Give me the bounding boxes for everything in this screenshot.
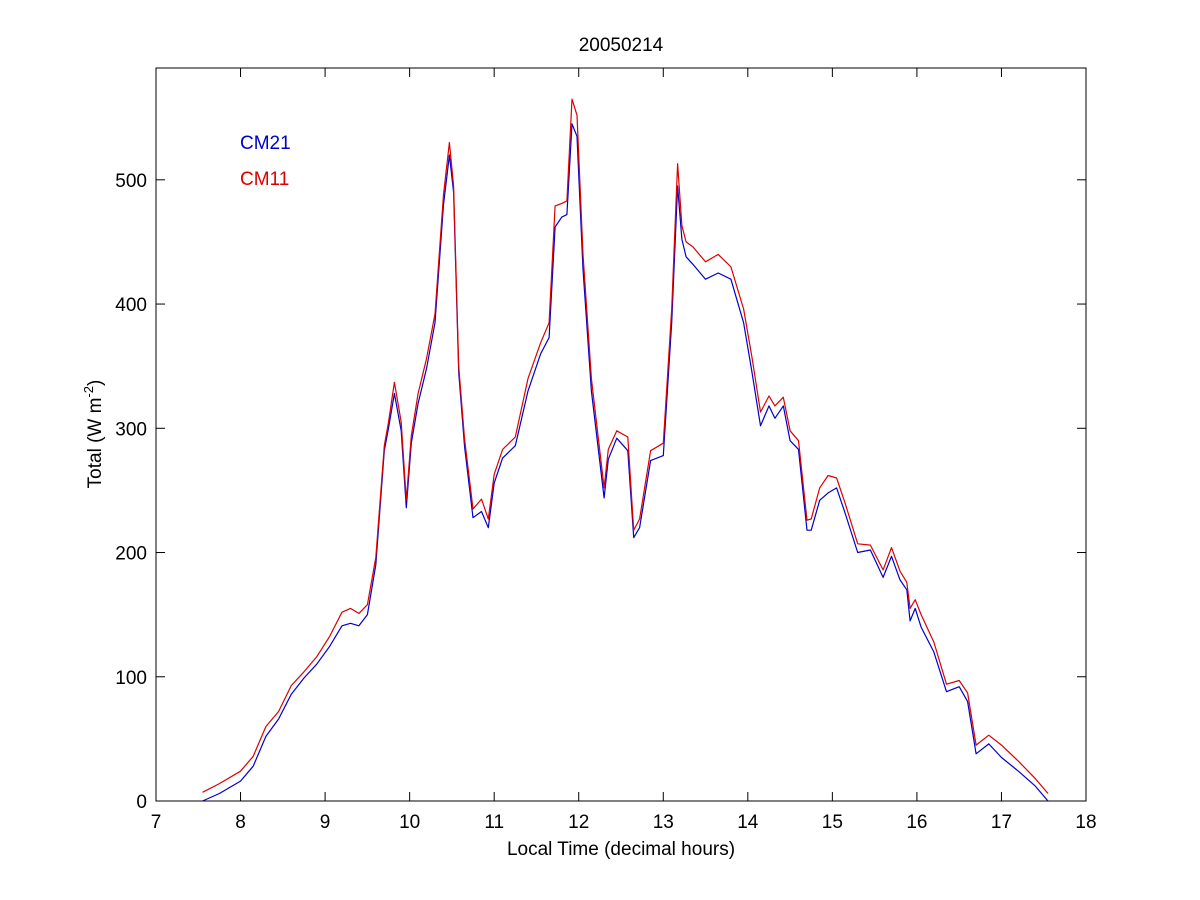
y-axis-label: Total (W m-2) bbox=[81, 380, 106, 489]
x-tick-label: 14 bbox=[737, 812, 759, 833]
chart-title: 20050214 bbox=[579, 35, 664, 56]
legend-entry-cm11: CM11 bbox=[240, 169, 289, 190]
x-tick-label: 12 bbox=[568, 812, 589, 833]
plot-area bbox=[155, 67, 1087, 802]
y-axis-label-main: Total (W m bbox=[85, 398, 106, 489]
x-tick-label: 17 bbox=[991, 812, 1012, 833]
y-tick-label: 500 bbox=[115, 171, 147, 192]
x-tick-label: 11 bbox=[484, 812, 504, 833]
x-tick-label: 16 bbox=[906, 812, 927, 833]
y-tick-label: 0 bbox=[136, 792, 147, 813]
y-tick-label: 400 bbox=[115, 295, 147, 316]
x-tick-label: 10 bbox=[399, 812, 420, 833]
series-layer bbox=[202, 98, 1049, 802]
y-axis-label-exponent: -2 bbox=[81, 386, 96, 398]
legend-entry-cm21: CM21 bbox=[240, 133, 291, 154]
y-axis-label-suffix: ) bbox=[85, 380, 106, 386]
series-line-cm11 bbox=[202, 98, 1049, 794]
x-axis-label: Local Time (decimal hours) bbox=[507, 839, 735, 860]
x-tick-label: 7 bbox=[151, 812, 162, 833]
series-line-cm21 bbox=[202, 123, 1049, 802]
x-tick-label: 18 bbox=[1075, 812, 1096, 833]
x-tick-label: 9 bbox=[320, 812, 331, 833]
y-tick-label: 200 bbox=[115, 544, 147, 565]
x-tick-label: 15 bbox=[822, 812, 843, 833]
y-tick-label: 300 bbox=[115, 419, 147, 440]
y-tick-label: 100 bbox=[115, 668, 147, 689]
x-tick-label: 13 bbox=[653, 812, 674, 833]
ticks-layer: 7 8 9 10 11 12 13 14 15 16 17 18 0 100 200 300 400 500 bbox=[115, 68, 1097, 833]
x-tick-label: 8 bbox=[235, 812, 246, 833]
